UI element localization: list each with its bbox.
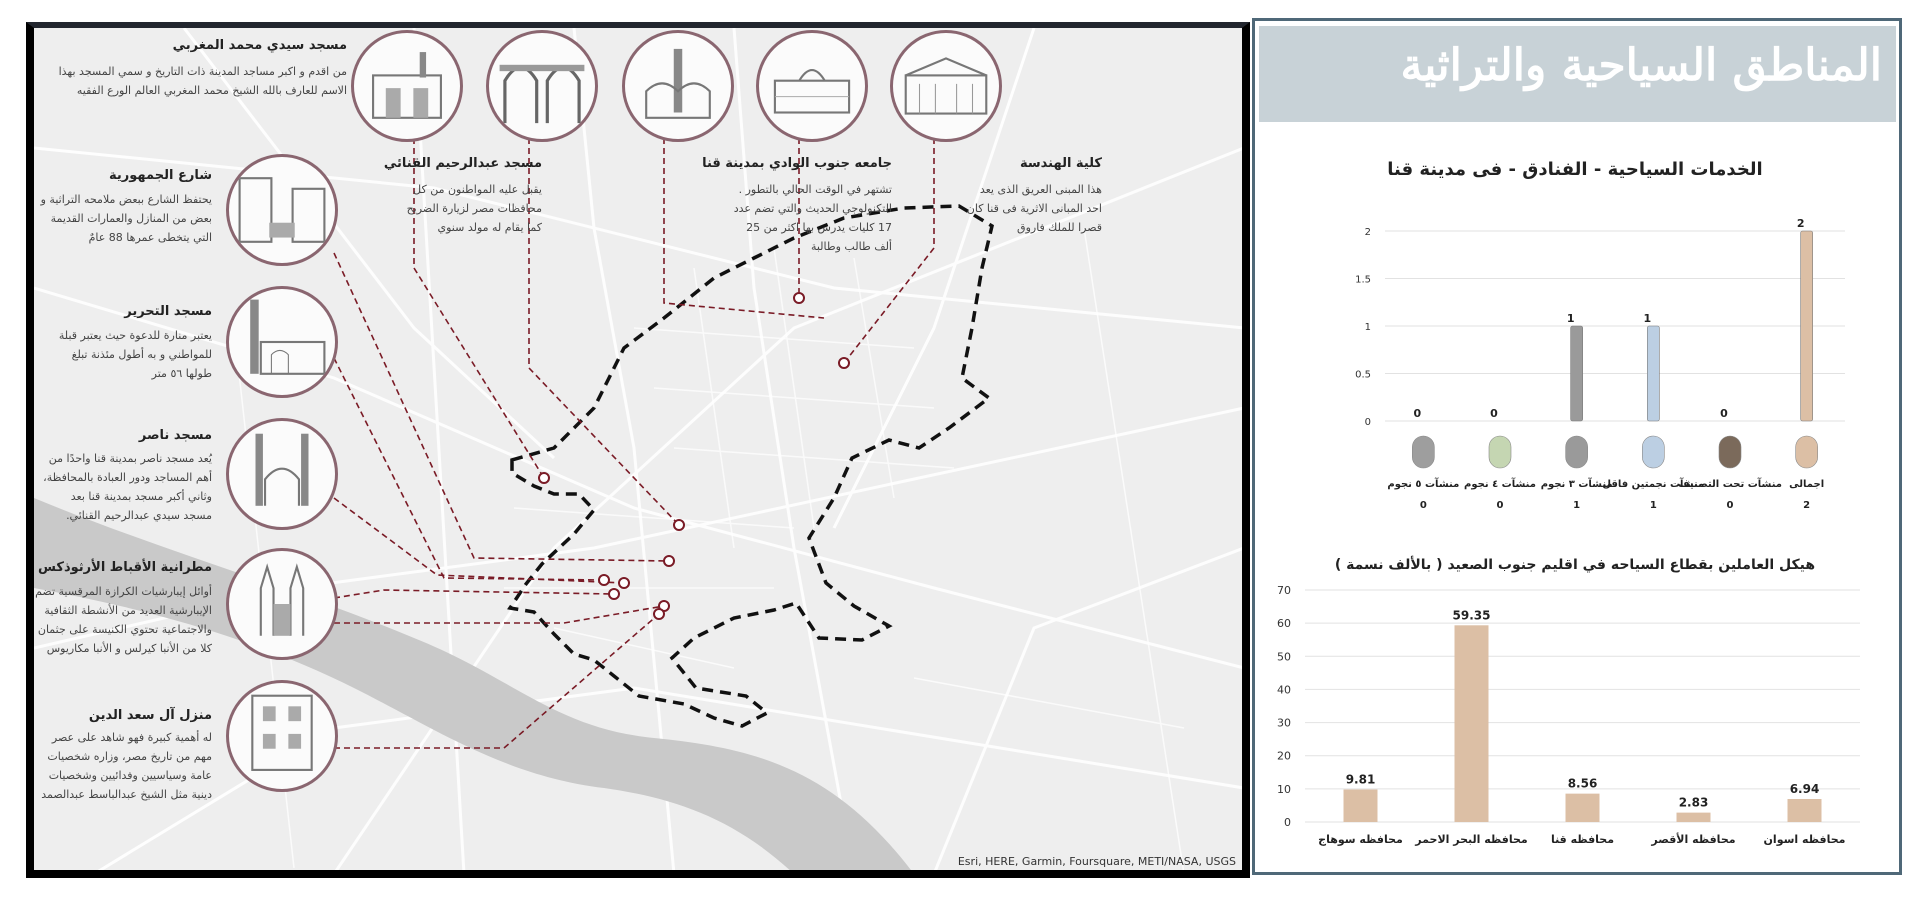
hotels-chart-title: الخدمات السياحية - الفنادق - فى مدينة قن… <box>1387 159 1763 180</box>
workers-value-label: 8.56 <box>1568 777 1598 791</box>
hotels-legend-swatch <box>1488 435 1512 469</box>
hotels-table-value: 1 <box>1650 500 1657 511</box>
workers-y-tick: 10 <box>1277 783 1291 796</box>
hotels-legend-swatch <box>1412 435 1435 469</box>
hotels-value-label: 0 <box>1414 407 1422 420</box>
hotels-table-value: 1 <box>1573 500 1580 511</box>
photo-mosque-minaret <box>622 30 734 142</box>
workers-category-label: محافظه اسوان <box>1764 833 1846 846</box>
photo-tahrir-mosque <box>226 286 338 398</box>
map-panel[interactable]: مسجد سيدي محمد المغربي من اقدم و اكبر مس… <box>26 22 1250 878</box>
workers-bar <box>1454 625 1489 822</box>
photo-abdelrahim-mosque <box>486 30 598 142</box>
hotels-category-label: منشآت نجمتين فاقل <box>1602 477 1704 490</box>
title-banner: المناطق السياحية والتراثية <box>1259 26 1896 122</box>
site-title-university: جامعه جنوب الوادي بمدينة قنا <box>702 156 892 171</box>
hotels-y-tick: 0 <box>1365 417 1371 428</box>
hotels-legend-swatch <box>1718 435 1742 469</box>
hotels-table-value: 0 <box>1727 500 1734 511</box>
map-attribution: Esri, HERE, Garmin, Foursquare, METI/NAS… <box>957 855 1236 868</box>
photo-moghrabi-mosque <box>351 30 463 142</box>
workers-bar <box>1343 789 1378 822</box>
workers-value-label: 59.35 <box>1453 608 1491 622</box>
workers-value-label: 2.83 <box>1679 796 1709 810</box>
photo-south-valley-university <box>756 30 868 142</box>
hotels-category-label: منشآت ٤ نجوم <box>1464 477 1536 490</box>
photo-engineering-faculty <box>890 30 1002 142</box>
hotels-legend-swatch <box>1642 435 1665 469</box>
hotels-y-tick: 0.5 <box>1355 370 1371 381</box>
site-title-abdelrahim: مسجد عبدالرحيم القنائي <box>383 156 542 171</box>
workers-bar <box>1787 798 1822 822</box>
site-title-engineering: كلية الهندسة <box>1020 156 1102 171</box>
hotels-table-value: 0 <box>1420 500 1427 511</box>
hotels-y-tick: 2 <box>1365 227 1371 238</box>
hotels-table-value: 0 <box>1497 500 1504 511</box>
hotels-legend-swatch <box>1565 435 1588 469</box>
site-title-tahrir: مسجد التحرير <box>124 304 212 319</box>
hotels-value-label: 1 <box>1644 312 1652 325</box>
workers-y-tick: 50 <box>1277 650 1291 663</box>
hotels-table-value: 2 <box>1803 500 1810 511</box>
workers-category-label: محافظه الأقصر <box>1650 832 1735 846</box>
workers-y-tick: 0 <box>1284 816 1291 829</box>
hotels-category-label: اجمالى <box>1789 479 1824 490</box>
workers-category-label: محافظه سوهاج <box>1318 833 1403 847</box>
hotels-category-label: منشآت ٣ نجوم <box>1541 477 1613 490</box>
photo-saad-eldin-house <box>226 680 338 792</box>
workers-value-label: 9.81 <box>1346 772 1376 786</box>
site-title-nasser: مسجد ناصر <box>138 428 212 443</box>
workers-category-label: محافظه البحر الاحمر <box>1414 833 1527 846</box>
workers-y-tick: 40 <box>1277 683 1291 696</box>
hotels-value-label: 0 <box>1720 407 1728 420</box>
workers-y-tick: 30 <box>1277 717 1291 730</box>
hotels-category-label: منشآت تحت التصنيف <box>1678 477 1782 490</box>
hotels-bar <box>1800 230 1813 422</box>
hotels-legend-swatch <box>1795 435 1818 469</box>
workers-bar <box>1676 812 1711 822</box>
hotels-value-label: 0 <box>1490 407 1498 420</box>
workers-y-tick: 20 <box>1277 750 1291 763</box>
photo-gomhoreya-street <box>226 154 338 266</box>
hotels-bar <box>1647 325 1660 422</box>
hotels-category-label: منشآت ٥ نجوم <box>1387 477 1459 490</box>
hotels-y-tick: 1 <box>1365 322 1371 333</box>
workers-bar <box>1565 793 1600 822</box>
hotels-y-tick: 1.5 <box>1355 275 1371 286</box>
site-desc-gomhoreya: يحتفظ الشارع ببعض ملامحه التراثية و بعض … <box>40 193 212 244</box>
site-title-saad-eldin: منزل آل سعد الدين <box>88 708 212 723</box>
city-map[interactable] <box>34 28 1244 874</box>
page-title: المناطق السياحية والتراثية <box>1400 40 1882 91</box>
hotels-bar <box>1570 325 1583 422</box>
site-title-gomhoreya: شارع الجمهورية <box>109 168 212 183</box>
site-desc-saad-eldin: له أهمية كبيرة فهو شاهد على عصر مهم من ت… <box>41 731 212 801</box>
stats-panel: المناطق السياحية والتراثية الخدمات السيا… <box>1252 18 1902 875</box>
workers-y-tick: 70 <box>1277 584 1291 597</box>
hotels-value-label: 1 <box>1567 312 1575 325</box>
site-desc-coptic: أوائل إيبارشيات الكرازة المرقسية تضم الإ… <box>35 585 212 655</box>
site-desc-moghrabi: من اقدم و اكبر مساجد المدينة ذات التاريخ… <box>58 65 347 97</box>
photo-coptic-diocese <box>226 548 338 660</box>
hotels-value-label: 2 <box>1797 217 1805 230</box>
site-desc-university: تشتهر في الوقت الحالي بالتطور . التكنولو… <box>733 183 892 253</box>
workers-y-tick: 60 <box>1277 617 1291 630</box>
site-desc-nasser: يُعد مسجد ناصر بمدينة قنا واحدًا من أهم … <box>43 452 212 522</box>
workers-category-label: محافظه قنا <box>1551 833 1614 846</box>
site-desc-tahrir: يعتبر منارة للدعوة حيث يعتبر قبلة للمواط… <box>58 329 212 380</box>
workers-chart-title: هيكل العاملين بقطاع السياحه في اقليم جنو… <box>1334 557 1816 573</box>
photo-nasser-mosque <box>226 418 338 530</box>
site-title-moghrabi: مسجد سيدي محمد المغربي <box>172 38 347 53</box>
site-desc-abdelrahim: يقبل عليه المواطنون من كل محافظات مصر لز… <box>406 183 542 234</box>
site-desc-engineering: هذا المبنى العريق الذى يعد احد المبانى ا… <box>966 183 1102 234</box>
workers-value-label: 6.94 <box>1790 782 1820 796</box>
site-title-coptic: مطرانية الأقباط الأرثوذكس <box>38 560 212 575</box>
